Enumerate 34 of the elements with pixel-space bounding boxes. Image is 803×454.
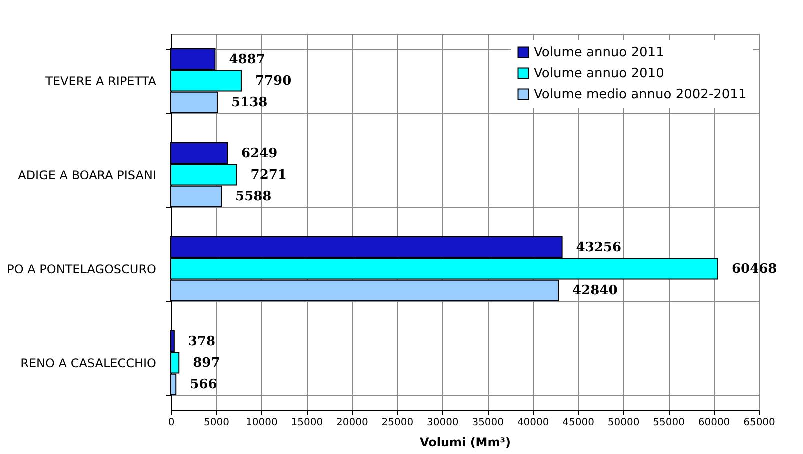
data-label: 7790 [255,74,292,89]
x-tick-label: 65000 [744,418,776,428]
x-tick-label: 25000 [382,418,414,428]
data-label: 4887 [229,52,266,68]
x-tick-label: 60000 [698,418,730,428]
data-label: 5138 [231,96,268,111]
x-tick-label: 40000 [517,418,550,428]
data-label: 378 [188,334,216,350]
x-tick-label: 55000 [653,418,685,428]
y-tick-label: ADIGE A BOARA PISANI [18,168,156,182]
x-tick-label: 30000 [426,418,459,428]
y-tick-label: PO A PONTELAGOSCURO [7,262,156,276]
x-tick-label: 35000 [472,418,504,428]
data-label: 42840 [572,284,618,299]
x-tick-label: 20000 [336,418,368,428]
data-label: 897 [193,356,220,371]
data-label: 5588 [236,190,272,205]
data-label: 60468 [732,262,778,277]
data-label: 566 [190,378,218,393]
data-label: 43256 [576,240,622,256]
x-tick-label: 5000 [204,418,230,428]
x-tick-label: 50000 [608,418,640,428]
data-label: 6249 [242,146,278,162]
x-tick-label: 45000 [562,418,594,428]
legend-label: Volume medio annuo 2002-2011 [534,88,747,102]
x-tick-label: 10000 [246,418,278,428]
y-tick-label: RENO A CASALECCHIO [20,356,156,370]
legend-label: Volume annuo 2010 [534,66,664,82]
x-tick-label: 15000 [291,418,324,428]
y-tick-label: TEVERE A RIPETTA [44,74,158,88]
data-label: 7271 [250,168,287,183]
legend-label: Volume annuo 2011 [534,46,664,60]
x-axis-title: Volumi (Mm³) [420,436,511,450]
x-tick-label: 0 [168,418,175,428]
